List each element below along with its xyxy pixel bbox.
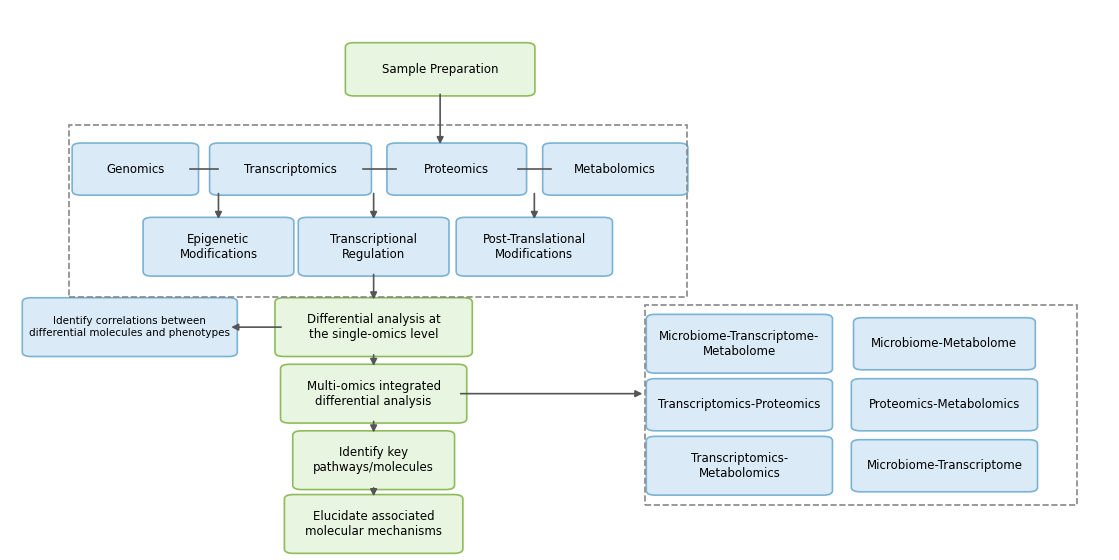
Text: Transcriptomics-Proteomics: Transcriptomics-Proteomics bbox=[658, 398, 820, 411]
FancyBboxPatch shape bbox=[284, 494, 463, 553]
Text: Transcriptomics: Transcriptomics bbox=[244, 162, 337, 176]
FancyBboxPatch shape bbox=[275, 298, 472, 357]
Text: Differential analysis at
the single-omics level: Differential analysis at the single-omic… bbox=[307, 313, 441, 341]
FancyBboxPatch shape bbox=[346, 43, 535, 96]
Text: Transcriptional
Regulation: Transcriptional Regulation bbox=[330, 233, 417, 261]
FancyBboxPatch shape bbox=[293, 431, 454, 489]
Text: Sample Preparation: Sample Preparation bbox=[382, 63, 498, 76]
Text: Genomics: Genomics bbox=[106, 162, 164, 176]
Text: Proteomics-Metabolomics: Proteomics-Metabolomics bbox=[868, 398, 1021, 411]
FancyBboxPatch shape bbox=[72, 143, 198, 195]
Text: Microbiome-Transcriptome-
Metabolome: Microbiome-Transcriptome- Metabolome bbox=[659, 330, 819, 358]
Text: Proteomics: Proteomics bbox=[424, 162, 489, 176]
FancyBboxPatch shape bbox=[647, 436, 833, 495]
FancyBboxPatch shape bbox=[852, 440, 1037, 492]
Text: Elucidate associated
molecular mechanisms: Elucidate associated molecular mechanism… bbox=[305, 510, 442, 538]
FancyBboxPatch shape bbox=[543, 143, 688, 195]
Text: Identify key
pathways/molecules: Identify key pathways/molecules bbox=[313, 446, 434, 474]
Text: Multi-omics integrated
differential analysis: Multi-omics integrated differential anal… bbox=[307, 380, 441, 408]
FancyBboxPatch shape bbox=[647, 379, 833, 431]
FancyBboxPatch shape bbox=[143, 217, 294, 276]
Text: Identify correlations between
differential molecules and phenotypes: Identify correlations between differenti… bbox=[29, 316, 231, 338]
FancyBboxPatch shape bbox=[852, 379, 1037, 431]
FancyBboxPatch shape bbox=[209, 143, 372, 195]
Text: Metabolomics: Metabolomics bbox=[574, 162, 656, 176]
FancyBboxPatch shape bbox=[854, 318, 1035, 370]
FancyBboxPatch shape bbox=[647, 314, 833, 373]
Text: Microbiome-Metabolome: Microbiome-Metabolome bbox=[872, 337, 1017, 350]
FancyBboxPatch shape bbox=[22, 298, 237, 357]
Text: Post-Translational
Modifications: Post-Translational Modifications bbox=[482, 233, 586, 261]
Text: Epigenetic
Modifications: Epigenetic Modifications bbox=[179, 233, 257, 261]
FancyBboxPatch shape bbox=[387, 143, 527, 195]
FancyBboxPatch shape bbox=[299, 217, 449, 276]
FancyBboxPatch shape bbox=[457, 217, 612, 276]
FancyBboxPatch shape bbox=[281, 364, 467, 423]
Text: Microbiome-Transcriptome: Microbiome-Transcriptome bbox=[866, 459, 1023, 472]
Text: Transcriptomics-
Metabolomics: Transcriptomics- Metabolomics bbox=[690, 452, 788, 480]
